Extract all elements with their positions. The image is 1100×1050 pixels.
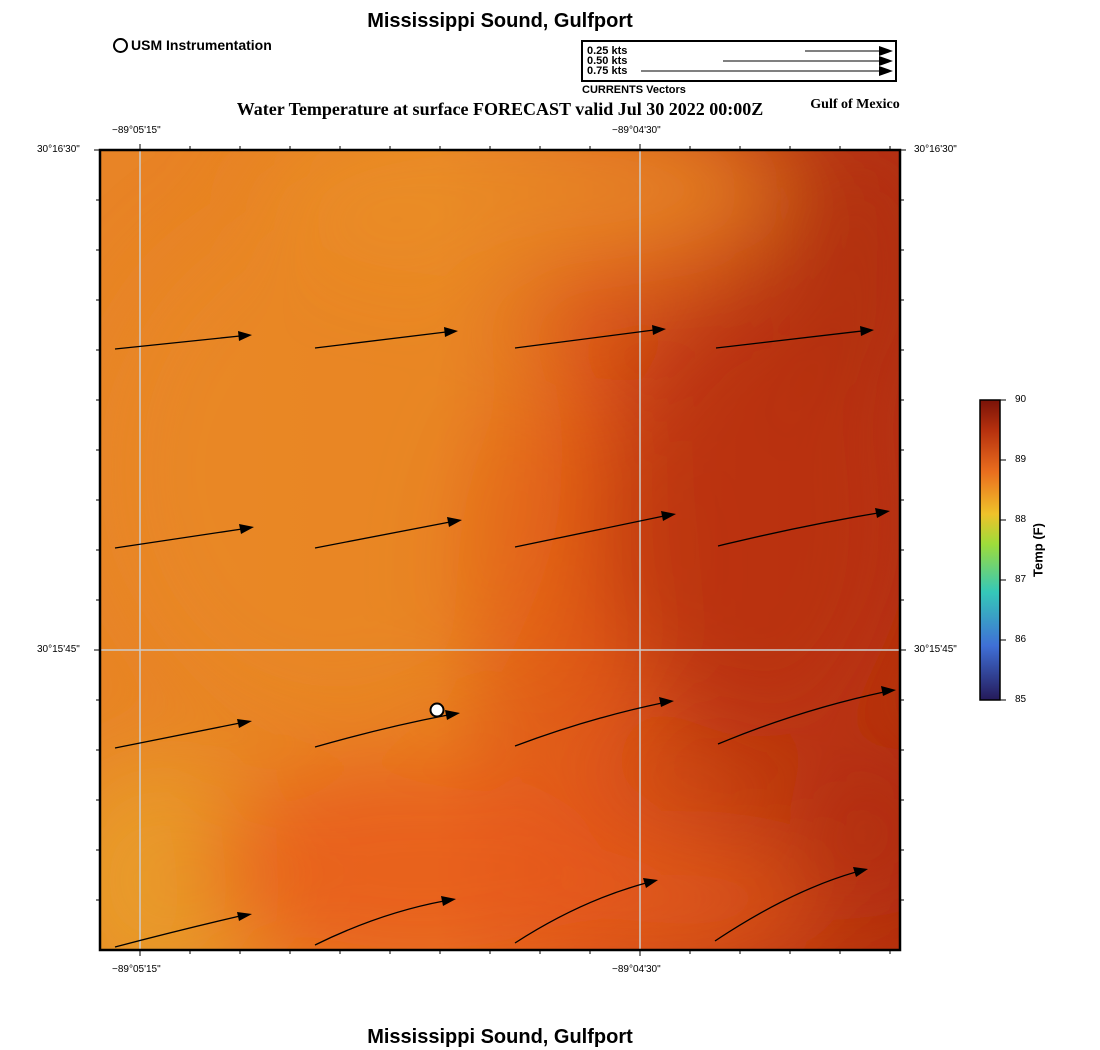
colorbar-tick-label: 86 — [1015, 634, 1027, 645]
vector-scale-label: 0.25 kts — [587, 45, 628, 57]
arrow-head-icon — [853, 867, 868, 877]
current-vector — [314, 900, 445, 946]
arrow-head-icon — [444, 327, 458, 337]
arrow-head-icon — [659, 697, 674, 707]
arrow-head-icon — [447, 517, 462, 527]
current-vector-heads — [237, 325, 896, 921]
arrow-head-icon — [445, 710, 460, 720]
arrow-head-icon — [879, 56, 893, 66]
current-vector — [314, 521, 451, 549]
region-label: Gulf of Mexico — [810, 97, 900, 112]
arrow-head-icon — [441, 896, 456, 906]
lon-tick-label-top: −89°05'15" — [112, 125, 161, 136]
colorbar-tick-label: 89 — [1015, 454, 1027, 465]
colorbar-tick-label: 85 — [1015, 694, 1027, 705]
arrow-head-icon — [875, 508, 890, 518]
current-vector — [114, 915, 241, 948]
arrow-head-icon — [661, 511, 676, 521]
colorbar-tick-label: 88 — [1015, 514, 1027, 525]
map-ticks — [94, 144, 906, 956]
vector-legend-caption: CURRENTS Vectors — [582, 84, 686, 96]
arrow-head-icon — [879, 66, 893, 76]
current-vector — [717, 512, 879, 547]
vector-scale-arrows — [641, 46, 893, 76]
colorbar-scale — [979, 399, 1001, 701]
colorbar-ticks — [1000, 399, 1006, 701]
temperature-field — [100, 150, 900, 950]
graticule — [100, 150, 900, 950]
colorbar-title: Temp (F) — [1030, 523, 1046, 577]
arrow-head-icon — [879, 46, 893, 56]
arrow-head-icon — [237, 719, 252, 728]
usm-legend-label: USM Instrumentation — [131, 37, 272, 53]
current-vector — [714, 871, 857, 942]
station-marker-icon — [113, 37, 128, 53]
lat-tick-label-left: 30°15'45" — [37, 644, 80, 655]
arrow-head-icon — [238, 331, 252, 341]
current-vector — [114, 528, 243, 549]
map-footer-title: Mississippi Sound, Gulfport — [367, 1026, 633, 1048]
map-header-title: Mississippi Sound, Gulfport — [367, 10, 633, 32]
current-vector — [514, 329, 655, 349]
lon-tick-label-bottom: −89°05'15" — [112, 964, 161, 975]
vector-scale-legend: 0.25 kts 0.50 kts 0.75 kts — [581, 40, 897, 82]
lat-tick-label-right: 30°16'30" — [914, 144, 957, 155]
arrow-head-icon — [239, 524, 254, 534]
lon-tick-label-top: −89°04'30" — [612, 125, 661, 136]
arrow-head-icon — [860, 326, 874, 336]
current-vector — [314, 714, 449, 748]
map-title: Water Temperature at surface FORECAST va… — [236, 99, 764, 119]
colorbar — [979, 399, 1006, 701]
arrow-head-icon — [881, 686, 896, 696]
current-vectors — [114, 329, 885, 948]
vector-scale-label: 0.75 kts — [587, 65, 628, 77]
usm-station-marker — [429, 702, 445, 718]
arrow-head-icon — [237, 912, 252, 921]
current-vector — [715, 330, 863, 349]
current-vector — [314, 331, 447, 349]
lon-tick-label-bottom: −89°04'30" — [612, 964, 661, 975]
current-vector — [514, 515, 665, 548]
usm-instrumentation-legend: USM Instrumentation — [113, 37, 272, 53]
current-vector — [717, 691, 885, 745]
lat-tick-label-left: 30°16'30" — [37, 144, 80, 155]
arrow-head-icon — [652, 325, 666, 335]
arrow-head-icon — [643, 878, 658, 888]
colorbar-tick-label: 87 — [1015, 574, 1027, 585]
current-vector — [114, 335, 241, 350]
vector-scale-label: 0.50 kts — [587, 55, 628, 67]
current-vector — [514, 702, 663, 747]
lat-tick-label-right: 30°15'45" — [914, 644, 957, 655]
current-vector — [514, 882, 647, 944]
colorbar-tick-label: 90 — [1015, 394, 1027, 405]
current-vector — [114, 722, 241, 749]
